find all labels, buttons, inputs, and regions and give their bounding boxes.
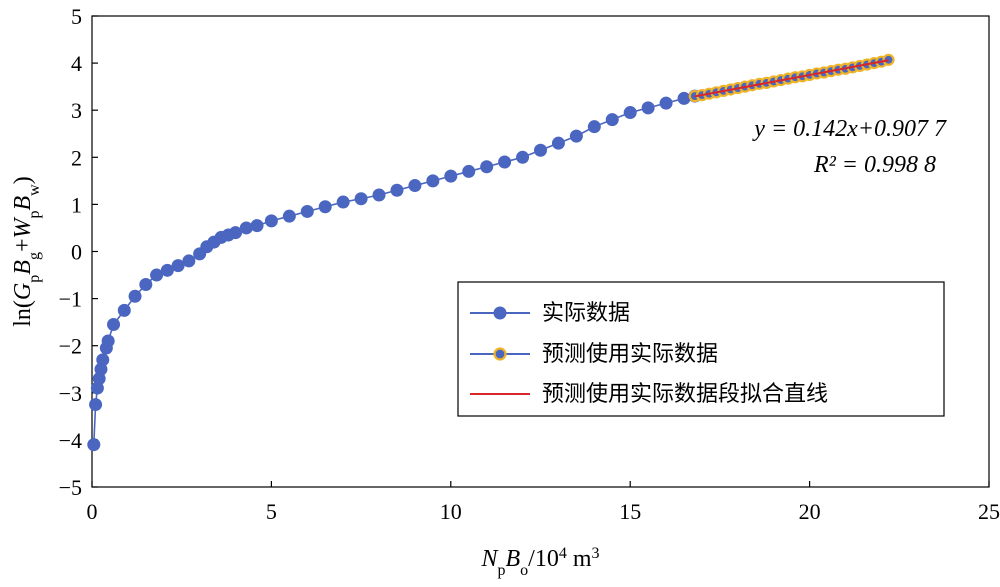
- x-tick-label: 5: [266, 499, 277, 524]
- series-actual-point: [282, 209, 296, 223]
- series-actual-point: [89, 398, 103, 412]
- legend-box: [457, 281, 945, 417]
- series-actual-point: [641, 101, 655, 115]
- y-tick-label: 2: [71, 145, 82, 170]
- series-predict-point: [882, 53, 895, 66]
- legend-swatch-predict-marker: [493, 347, 507, 361]
- series-actual-point: [150, 268, 164, 282]
- series-actual-point: [462, 164, 476, 178]
- series-actual-point: [516, 150, 530, 164]
- x-tick-label: 20: [799, 499, 821, 524]
- series-fit-line: [694, 59, 889, 98]
- y-tick-label: −5: [59, 475, 82, 500]
- series-actual-point: [551, 136, 565, 150]
- x-tick-label: 15: [619, 499, 641, 524]
- legend-label-predict: 预测使用实际数据: [542, 342, 718, 367]
- legend-label-fit: 预测使用实际数据段拟合直线: [542, 382, 828, 407]
- series-actual-point: [372, 188, 386, 202]
- legend-swatch-actual-marker: [493, 306, 507, 320]
- series-actual-point: [426, 174, 440, 188]
- series-actual-point: [444, 169, 458, 183]
- series-actual-point: [623, 106, 637, 120]
- x-tick-label: 10: [440, 499, 462, 524]
- series-actual-point: [569, 129, 583, 143]
- series-actual-point: [498, 155, 512, 169]
- series-actual-point: [677, 91, 691, 105]
- series-actual-point: [139, 277, 153, 291]
- series-actual-point: [659, 96, 673, 110]
- series-actual-point: [480, 160, 494, 174]
- series-actual-point: [605, 113, 619, 127]
- x-axis-title: NpBo/104 m3: [480, 545, 599, 579]
- y-tick-label: −2: [59, 334, 82, 359]
- series-actual-point: [101, 334, 115, 348]
- series-actual-point: [128, 289, 142, 303]
- y-tick-label: −1: [59, 287, 82, 312]
- series-actual-point: [107, 318, 121, 332]
- series-actual-point: [264, 214, 278, 228]
- series-actual-point: [300, 204, 314, 218]
- series-actual-point: [587, 120, 601, 134]
- series-actual-point: [408, 179, 422, 193]
- y-tick-label: 4: [71, 51, 82, 76]
- series-actual-point: [250, 219, 264, 233]
- y-tick-label: −4: [59, 428, 82, 453]
- legend-label-actual: 实际数据: [542, 301, 630, 326]
- fit-r-squared: R² = 0.998 8: [813, 152, 936, 178]
- series-actual-point: [182, 254, 196, 268]
- series-actual-point: [336, 195, 350, 209]
- y-tick-label: 1: [71, 192, 82, 217]
- x-tick-label: 0: [87, 499, 98, 524]
- series-actual-point: [239, 221, 253, 235]
- series-actual-point: [160, 263, 174, 277]
- series-actual-point: [390, 183, 404, 197]
- series-actual-point: [534, 143, 547, 157]
- x-tick-label: 25: [978, 499, 1000, 524]
- y-tick-label: 5: [71, 4, 82, 29]
- y-axis-title: ln(GpBg+WpBw): [10, 176, 43, 326]
- series-actual-point: [96, 353, 110, 367]
- axes: 0 5 10 15 20 25 −5 −4 −3 −2 −1 0 1 2 3 4 5 NpBo/104 m3 ln(…: [10, 4, 1000, 579]
- y-tick-label: 0: [71, 240, 82, 265]
- series-actual-point: [171, 259, 185, 273]
- y-tick-label: 3: [71, 98, 82, 123]
- series-actual-point: [229, 226, 243, 240]
- legend: 实际数据 预测使用实际数据 预测使用实际数据段拟合直线: [457, 281, 945, 417]
- series-actual-point: [117, 303, 131, 317]
- series-actual-point: [87, 438, 101, 452]
- y-tick-label: −3: [59, 381, 82, 406]
- data-series: [87, 53, 895, 452]
- fit-annotation: y = 0.142x+0.907 7 R² = 0.998 8: [752, 116, 947, 178]
- fit-equation: y = 0.142x+0.907 7: [752, 116, 947, 142]
- series-actual-point: [354, 192, 368, 206]
- series-actual-point: [318, 200, 332, 214]
